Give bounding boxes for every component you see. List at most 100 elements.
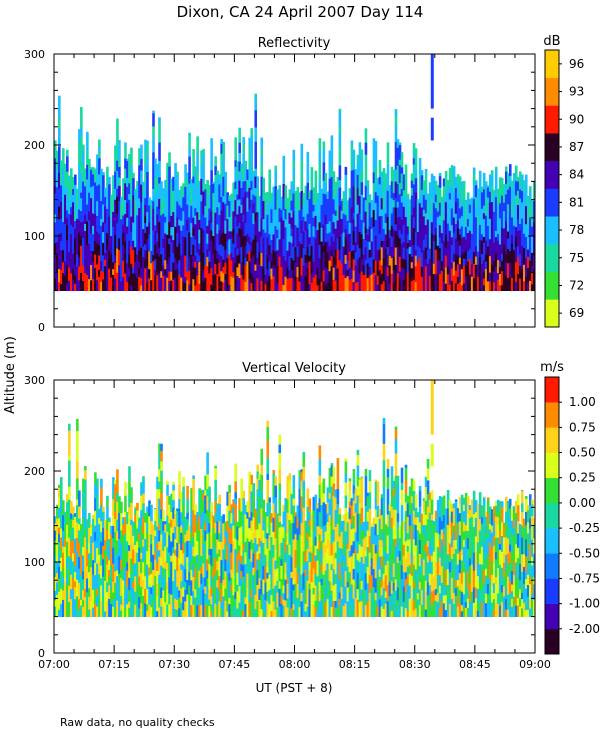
heatmap-cell [458, 572, 462, 591]
heatmap-cell [388, 187, 392, 200]
heatmap-cell [484, 280, 488, 291]
heatmap-cell [318, 237, 322, 245]
heatmap-cell [138, 520, 141, 534]
heatmap-cell [372, 196, 376, 211]
heatmap-cell [506, 231, 510, 239]
heatmap-cell [54, 530, 57, 541]
heatmap-cell [480, 225, 484, 235]
heatmap-cell [298, 470, 302, 477]
heatmap-cell [160, 236, 163, 255]
heatmap-cell [530, 199, 534, 213]
heatmap-cell [118, 538, 121, 557]
heatmap-cell [228, 216, 231, 232]
heatmap-cell [270, 192, 274, 201]
heatmap-cell [342, 605, 346, 617]
heatmap-cell [448, 230, 452, 237]
heatmap-cell [492, 242, 496, 254]
heatmap-cell [314, 600, 318, 608]
heatmap-cell [430, 573, 434, 592]
heatmap-cell [262, 252, 266, 267]
heatmap-cell [242, 564, 245, 577]
heatmap-cell [152, 178, 155, 189]
heatmap-cell [312, 217, 316, 227]
heatmap-cell [398, 584, 402, 594]
heatmap-cell [326, 598, 330, 617]
heatmap-cell [324, 172, 328, 183]
heatmap-cell [270, 278, 274, 291]
heatmap-cell [258, 553, 262, 561]
heatmap-cell [366, 186, 370, 196]
heatmap-cell [220, 165, 223, 182]
heatmap-cell [298, 281, 302, 291]
heatmap-cell [330, 600, 334, 608]
heatmap-cell [174, 242, 177, 259]
heatmap-cell [244, 541, 247, 553]
heatmap-cell [282, 526, 286, 539]
heatmap-cell [292, 278, 296, 291]
heatmap-cell [296, 256, 300, 268]
heatmap-cell [344, 277, 348, 291]
heatmap-cell [118, 249, 121, 259]
heatmap-cell [196, 136, 199, 140]
heatmap-cell [136, 541, 139, 553]
heatmap-cell [102, 174, 105, 188]
heatmap-cell [58, 552, 61, 567]
heatmap-cell [116, 570, 119, 577]
heatmap-cell [172, 518, 175, 534]
heatmap-cell [340, 574, 344, 588]
heatmap-cell [428, 182, 432, 184]
heatmap-cell [338, 205, 342, 222]
heatmap-cell [356, 530, 360, 542]
heatmap-cell [110, 194, 113, 202]
heatmap-cell [388, 229, 392, 238]
heatmap-cell [146, 281, 149, 291]
heatmap-cell [430, 605, 434, 617]
heatmap-cell [262, 218, 266, 230]
heatmap-cell [414, 507, 418, 518]
heatmap-cell [240, 228, 243, 248]
heatmap-cell [70, 501, 73, 514]
heatmap-cell [338, 513, 342, 527]
heatmap-cell [288, 600, 292, 617]
heatmap-cell [210, 179, 213, 195]
heatmap-cell [84, 186, 87, 205]
heatmap-cell [174, 549, 177, 556]
heatmap-cell [394, 426, 398, 430]
heatmap-cell [454, 253, 458, 271]
heatmap-cell [98, 184, 101, 194]
heatmap-cell [518, 215, 522, 224]
heatmap-cell [90, 553, 93, 568]
heatmap-cell [96, 588, 99, 596]
heatmap-cell [526, 226, 530, 235]
heatmap-cell [302, 489, 306, 508]
heatmap-cell [148, 586, 151, 605]
heatmap-cell [166, 234, 169, 252]
heatmap-cell [470, 276, 474, 291]
heatmap-cell [314, 560, 318, 574]
heatmap-cell [334, 573, 338, 584]
heatmap-cell [398, 188, 402, 195]
heatmap-cell [430, 279, 434, 291]
heatmap-cell [150, 250, 153, 264]
heatmap-cell [86, 204, 89, 222]
heatmap-cell [214, 465, 217, 469]
heatmap-cell [434, 207, 438, 220]
heatmap-cell [214, 489, 217, 501]
heatmap-cell [430, 213, 434, 223]
heatmap-cell [142, 246, 145, 257]
colorbar-swatch [545, 188, 559, 217]
heatmap-cell [398, 159, 402, 166]
heatmap-cell [302, 605, 306, 617]
heatmap-cell [176, 217, 179, 234]
heatmap-cell [412, 216, 416, 228]
heatmap-cell [134, 544, 137, 553]
heatmap-cell [194, 215, 197, 225]
heatmap-cell [428, 212, 432, 227]
heatmap-cell [202, 269, 205, 282]
heatmap-cell [76, 254, 79, 267]
heatmap-cell [122, 558, 125, 573]
heatmap-cell [124, 223, 127, 242]
heatmap-cell [194, 514, 197, 533]
heatmap-cell [370, 256, 374, 275]
heatmap-cell [422, 575, 426, 590]
